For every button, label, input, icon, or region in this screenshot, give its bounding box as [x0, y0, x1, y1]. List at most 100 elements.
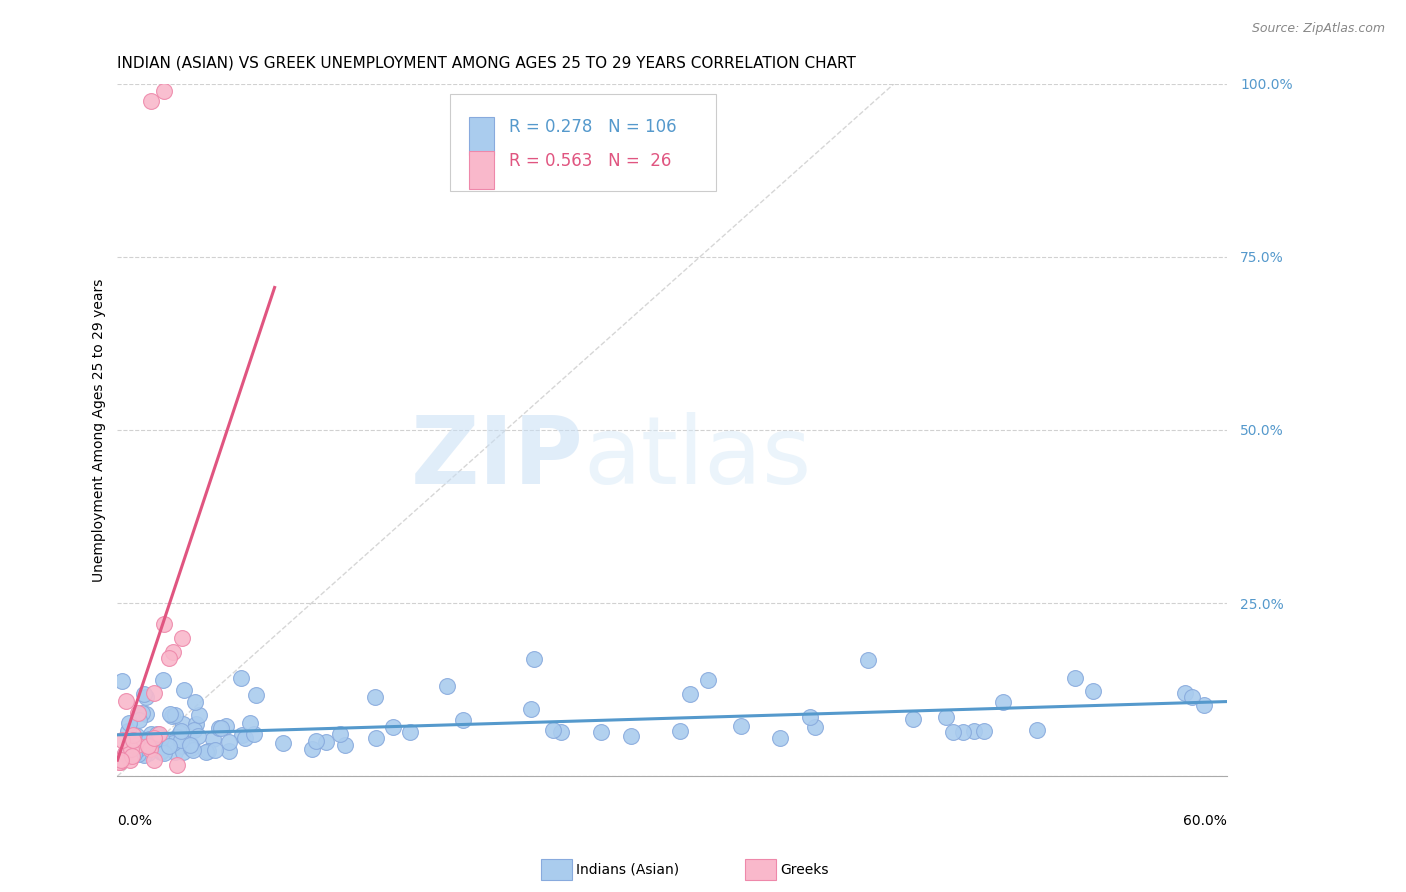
- Point: [160, 709, 183, 723]
- Point: [697, 673, 720, 687]
- Point: [186, 717, 208, 731]
- Point: [166, 757, 188, 772]
- Point: [132, 747, 155, 762]
- Point: [973, 724, 995, 739]
- Point: [768, 731, 790, 745]
- Point: [669, 724, 692, 739]
- Point: [169, 739, 191, 753]
- Point: [799, 709, 821, 723]
- Point: [152, 673, 174, 687]
- Point: [110, 755, 132, 769]
- Point: [233, 731, 256, 745]
- Point: [142, 686, 165, 700]
- Point: [166, 730, 188, 744]
- Point: [127, 747, 149, 761]
- Point: [170, 724, 193, 739]
- Text: R = 0.563   N =  26: R = 0.563 N = 26: [509, 153, 672, 170]
- Point: [152, 84, 174, 98]
- Point: [1081, 683, 1104, 698]
- Point: [436, 679, 458, 693]
- Point: [183, 723, 205, 737]
- Point: [333, 738, 356, 752]
- Point: [202, 732, 225, 747]
- Point: [218, 744, 240, 758]
- Point: [523, 651, 546, 665]
- Point: [142, 753, 165, 767]
- Point: [304, 734, 326, 748]
- Text: R = 0.278   N = 106: R = 0.278 N = 106: [509, 118, 676, 136]
- Text: Indians (Asian): Indians (Asian): [576, 863, 679, 877]
- Point: [242, 727, 264, 741]
- Point: [146, 727, 169, 741]
- Point: [541, 723, 564, 737]
- Point: [730, 719, 752, 733]
- Point: [1181, 690, 1204, 705]
- Point: [127, 729, 149, 743]
- Point: [149, 745, 172, 759]
- Point: [118, 747, 141, 761]
- Point: [169, 733, 191, 747]
- Point: [162, 736, 184, 750]
- Text: 0.0%: 0.0%: [118, 814, 152, 829]
- Point: [120, 736, 142, 750]
- Point: [124, 747, 146, 762]
- Point: [122, 728, 145, 742]
- Point: [180, 740, 202, 755]
- Point: [172, 716, 194, 731]
- Point: [364, 731, 387, 745]
- Text: Greeks: Greeks: [780, 863, 828, 877]
- Point: [1194, 698, 1216, 712]
- Point: [451, 714, 474, 728]
- Point: [209, 722, 232, 736]
- Point: [204, 743, 226, 757]
- Point: [152, 616, 174, 631]
- Point: [141, 727, 163, 741]
- Point: [239, 716, 262, 731]
- Point: [301, 742, 323, 756]
- Point: [139, 94, 162, 108]
- Point: [184, 695, 207, 709]
- Point: [187, 729, 209, 743]
- Point: [179, 739, 201, 753]
- Point: [229, 671, 252, 685]
- Point: [245, 688, 267, 702]
- Text: INDIAN (ASIAN) VS GREEK UNEMPLOYMENT AMONG AGES 25 TO 29 YEARS CORRELATION CHART: INDIAN (ASIAN) VS GREEK UNEMPLOYMENT AMO…: [118, 55, 856, 70]
- Point: [962, 723, 984, 738]
- Point: [181, 743, 204, 757]
- Point: [159, 706, 181, 721]
- Point: [589, 725, 612, 739]
- Y-axis label: Unemployment Among Ages 25 to 29 years: Unemployment Among Ages 25 to 29 years: [93, 278, 107, 582]
- Point: [127, 706, 149, 720]
- Point: [163, 745, 186, 759]
- Point: [197, 744, 219, 758]
- Point: [172, 631, 194, 645]
- Point: [142, 731, 165, 746]
- Point: [121, 733, 143, 747]
- Point: [139, 741, 162, 756]
- Point: [121, 749, 143, 764]
- Point: [180, 739, 202, 753]
- Point: [118, 716, 141, 731]
- Point: [135, 690, 157, 705]
- Point: [149, 744, 172, 758]
- Point: [128, 713, 150, 727]
- Point: [149, 740, 172, 755]
- Point: [856, 653, 879, 667]
- Point: [153, 747, 176, 761]
- Point: [679, 687, 702, 701]
- Point: [107, 755, 129, 769]
- Point: [398, 725, 420, 739]
- Point: [117, 723, 139, 738]
- Point: [218, 734, 240, 748]
- Point: [1064, 671, 1087, 685]
- FancyBboxPatch shape: [450, 95, 717, 191]
- Point: [110, 753, 132, 767]
- Point: [162, 644, 184, 658]
- Point: [114, 747, 136, 761]
- Point: [111, 673, 134, 688]
- Point: [135, 706, 157, 721]
- Point: [115, 694, 138, 708]
- Point: [169, 725, 191, 739]
- Point: [173, 683, 195, 698]
- Point: [550, 725, 572, 739]
